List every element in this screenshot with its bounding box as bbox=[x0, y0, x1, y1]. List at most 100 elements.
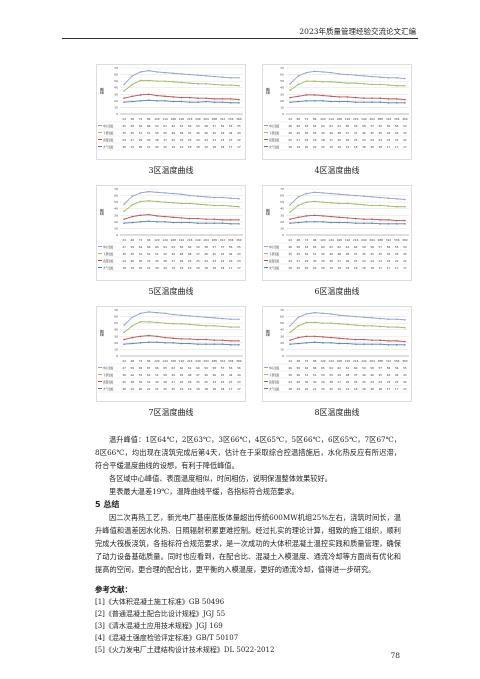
point bbox=[297, 75, 300, 77]
point bbox=[322, 221, 324, 223]
x-tick-label: 360 bbox=[236, 359, 242, 363]
point bbox=[238, 102, 240, 104]
point bbox=[297, 95, 300, 98]
table-value: 36 bbox=[122, 252, 126, 256]
y-tick-label: 40 bbox=[280, 207, 284, 211]
table-value: 56 bbox=[229, 245, 233, 249]
table-value: 46 bbox=[131, 252, 135, 256]
point bbox=[338, 342, 341, 345]
point bbox=[305, 221, 308, 223]
point bbox=[205, 324, 207, 327]
table-value: 45 bbox=[370, 131, 374, 135]
x-tick-label: 192 bbox=[345, 238, 351, 242]
table-value: 19 bbox=[204, 145, 208, 149]
table-value: 50 bbox=[155, 131, 159, 135]
table-value: 47 bbox=[122, 366, 126, 370]
table-value: 21 bbox=[147, 387, 151, 391]
point bbox=[371, 343, 373, 345]
point bbox=[131, 100, 134, 103]
reference: [5]《火力发电厂土建结构设计技术规程》DL 5022-2012 bbox=[95, 646, 275, 654]
point bbox=[147, 93, 150, 96]
point bbox=[131, 324, 134, 327]
table-value: 18 bbox=[213, 266, 217, 270]
x-tick-label: 48 bbox=[131, 359, 135, 363]
point bbox=[131, 336, 134, 339]
table-value: 18 bbox=[122, 266, 126, 270]
table-value: 20 bbox=[305, 387, 309, 391]
table-value: 25 bbox=[196, 380, 200, 384]
point bbox=[172, 323, 175, 325]
point bbox=[131, 203, 134, 206]
table-value: 24 bbox=[370, 259, 374, 263]
table-value: 47 bbox=[188, 131, 192, 135]
table-value: 43 bbox=[237, 131, 241, 135]
table-value: 17 bbox=[387, 145, 391, 149]
x-tick-label: 288 bbox=[378, 359, 384, 363]
table-value: 25 bbox=[288, 138, 292, 142]
legend-label: 中心温度 bbox=[269, 124, 280, 128]
point bbox=[164, 215, 166, 218]
table-value: 24 bbox=[196, 138, 200, 142]
point bbox=[164, 80, 166, 82]
table-value: 20 bbox=[329, 387, 333, 391]
point bbox=[404, 219, 406, 222]
point bbox=[156, 341, 158, 343]
table-value: 60 bbox=[354, 366, 358, 370]
point bbox=[322, 336, 324, 338]
table-value: 20 bbox=[321, 145, 325, 149]
point bbox=[289, 203, 291, 206]
table-value: 62 bbox=[180, 366, 184, 370]
point bbox=[354, 338, 357, 341]
table-value: 47 bbox=[354, 373, 358, 377]
point bbox=[188, 194, 191, 197]
point bbox=[229, 219, 232, 221]
table-value: 52 bbox=[139, 373, 143, 377]
table-value: 28 bbox=[131, 259, 135, 263]
point bbox=[147, 220, 150, 222]
table-value: 22 bbox=[237, 138, 241, 142]
point bbox=[213, 317, 216, 319]
point bbox=[387, 102, 390, 104]
point bbox=[172, 81, 175, 83]
table-value: 46 bbox=[131, 373, 135, 377]
point bbox=[395, 340, 398, 342]
x-tick-label: 216 bbox=[353, 238, 359, 242]
x-tick-label: 120 bbox=[320, 238, 326, 242]
point bbox=[297, 316, 300, 319]
x-tick-label: 360 bbox=[402, 117, 408, 121]
point bbox=[322, 215, 324, 217]
point bbox=[197, 324, 199, 326]
table-value: 25 bbox=[354, 259, 358, 263]
y-tick-label: 70 bbox=[114, 187, 118, 191]
table-value: 60 bbox=[354, 245, 358, 249]
table-value: 19 bbox=[338, 145, 342, 149]
table-value: 18 bbox=[196, 145, 200, 149]
point bbox=[346, 202, 349, 205]
point bbox=[395, 84, 398, 87]
point bbox=[229, 197, 232, 199]
point bbox=[139, 71, 142, 73]
point bbox=[354, 82, 357, 84]
table-value: 30 bbox=[305, 380, 309, 384]
x-tick-label: 96 bbox=[313, 359, 317, 363]
point bbox=[180, 342, 183, 345]
point bbox=[180, 217, 183, 219]
x-tick-label: 192 bbox=[345, 359, 351, 363]
y-tick-label: 0 bbox=[282, 233, 284, 237]
point bbox=[379, 204, 382, 207]
table-value: 66 bbox=[155, 366, 159, 370]
point bbox=[229, 344, 232, 346]
plot-frame bbox=[96, 185, 246, 281]
table-value: 58 bbox=[362, 124, 366, 128]
point bbox=[156, 311, 158, 314]
point bbox=[123, 97, 125, 100]
point bbox=[172, 100, 175, 103]
point bbox=[180, 338, 183, 340]
point bbox=[147, 341, 150, 343]
table-value: 24 bbox=[379, 138, 383, 142]
y-axis-label: 温度 bbox=[99, 329, 104, 337]
x-tick-label: 264 bbox=[203, 238, 209, 242]
x-tick-label: 120 bbox=[154, 238, 160, 242]
x-tick-label: 216 bbox=[353, 117, 359, 121]
y-tick-label: 40 bbox=[280, 328, 284, 332]
